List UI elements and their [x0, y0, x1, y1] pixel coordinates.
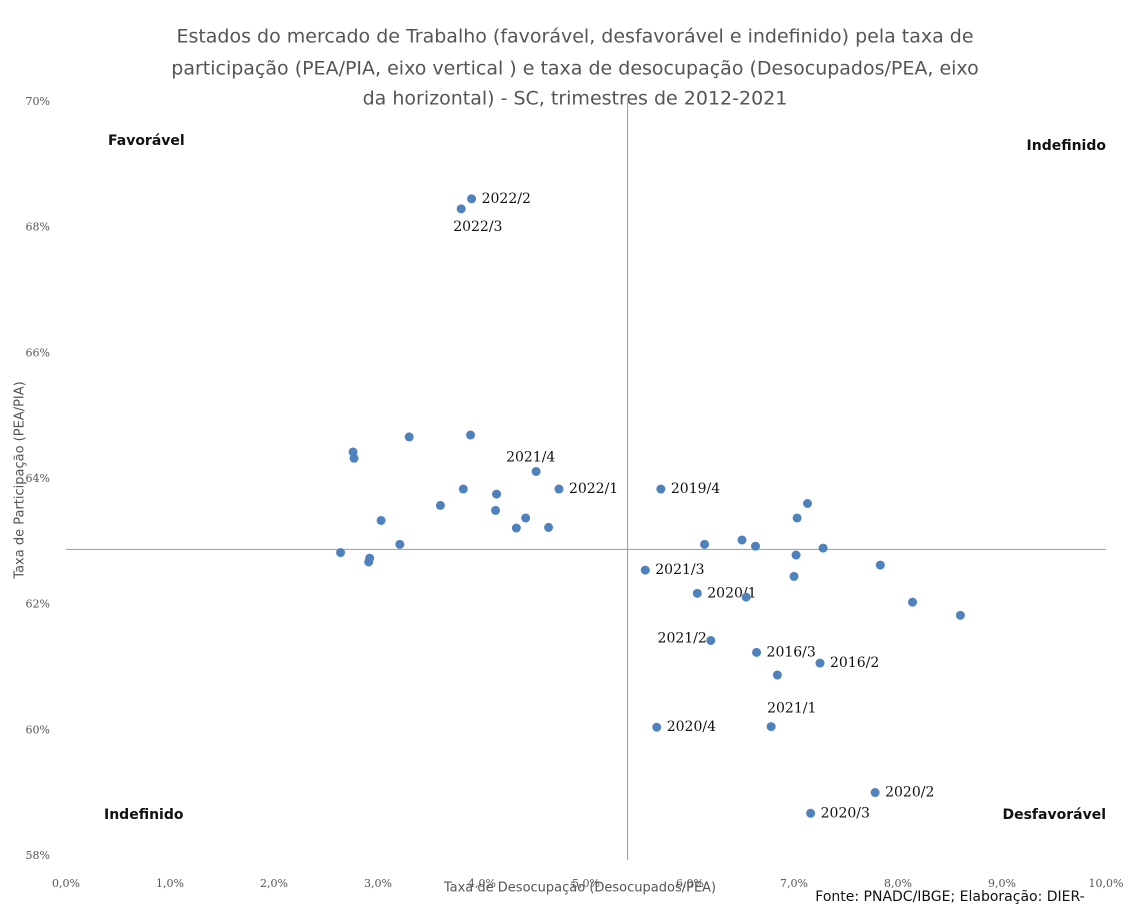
point: [435, 500, 445, 510]
x-tick-label: 6,0%: [676, 877, 704, 890]
point: [789, 571, 799, 581]
point: [803, 499, 813, 509]
point: [511, 523, 521, 533]
y-tick-label: 62%: [26, 598, 50, 611]
x-tick-label: 10,0%: [1089, 877, 1124, 890]
point: [466, 430, 476, 440]
point: [700, 539, 710, 549]
point: [792, 513, 802, 523]
chart-title: participação (PEA/PIA, eixo vertical ) e…: [171, 58, 978, 80]
y-tick-label: 70%: [26, 95, 50, 108]
point: [652, 722, 662, 732]
chart-title: da horizontal) - SC, trimestres de 2012-…: [363, 88, 788, 110]
point: [395, 539, 405, 549]
point: [521, 513, 531, 523]
point-label: 2021/1: [767, 701, 816, 717]
x-tick-label: 8,0%: [884, 877, 912, 890]
x-axis-label: Taxa de Desocupação (Desocupados/PEA): [443, 881, 716, 896]
point: [751, 541, 761, 551]
y-tick-label: 60%: [26, 723, 50, 736]
chart-title: Estados do mercado de Trabalho (favoráve…: [176, 26, 973, 48]
point: [554, 484, 564, 494]
point: [815, 658, 825, 668]
point: [640, 565, 650, 575]
point: [908, 597, 918, 607]
point: [456, 204, 466, 214]
point-label: 2020/4: [667, 719, 716, 735]
x-tick-label: 4,0%: [468, 877, 496, 890]
y-tick-label: 58%: [26, 849, 50, 862]
point: [656, 484, 666, 494]
point-label: 2022/3: [453, 219, 502, 235]
point-label: 2020/3: [821, 805, 870, 821]
point: [492, 489, 502, 499]
point: [467, 194, 477, 204]
quadrant-label: Favorável: [108, 133, 185, 149]
point: [766, 722, 776, 732]
quadrant-label: Indefinido: [104, 807, 184, 823]
point: [806, 808, 816, 818]
point-label: 2020/2: [885, 785, 934, 801]
quadrant-label: Desfavorável: [1002, 807, 1106, 823]
point: [818, 543, 828, 553]
x-tick-label: 2,0%: [260, 877, 288, 890]
point-label: 2021/4: [506, 449, 555, 465]
point: [737, 535, 747, 545]
point-label: 2016/3: [767, 644, 816, 660]
x-tick-label: 1,0%: [156, 877, 184, 890]
x-tick-label: 0,0%: [52, 877, 80, 890]
quadrant-label: Indefinido: [1027, 138, 1107, 154]
point: [349, 453, 359, 463]
point: [772, 670, 782, 680]
point-label: 2019/4: [671, 481, 720, 497]
point: [491, 505, 501, 515]
point-label: 2022/2: [482, 191, 531, 207]
point: [870, 788, 880, 798]
x-tick-label: 7,0%: [780, 877, 808, 890]
point-label: 2016/2: [830, 655, 879, 671]
x-tick-label: 5,0%: [572, 877, 600, 890]
point: [531, 466, 541, 476]
point: [544, 522, 554, 532]
point: [741, 592, 751, 602]
point: [875, 560, 885, 570]
y-tick-label: 64%: [26, 472, 50, 485]
y-tick-label: 68%: [26, 221, 50, 234]
point: [692, 588, 702, 598]
point: [336, 548, 346, 558]
x-tick-label: 3,0%: [364, 877, 392, 890]
point: [752, 647, 762, 657]
point: [955, 610, 965, 620]
y-axis-label: Taxa de Participação (PEA/PIA): [13, 381, 28, 579]
point-label: 2021/2: [658, 630, 707, 646]
point: [791, 550, 801, 560]
point: [404, 432, 414, 442]
point: [706, 635, 716, 645]
point: [376, 515, 386, 525]
point: [364, 557, 374, 567]
point: [458, 484, 468, 494]
point-label: 2022/1: [569, 481, 618, 497]
source: Fonte: PNADC/IBGE; Elaboração: DIER-: [815, 889, 1084, 905]
y-tick-label: 66%: [26, 346, 50, 359]
x-tick-label: 9,0%: [988, 877, 1016, 890]
point-label: 2021/3: [655, 562, 704, 578]
